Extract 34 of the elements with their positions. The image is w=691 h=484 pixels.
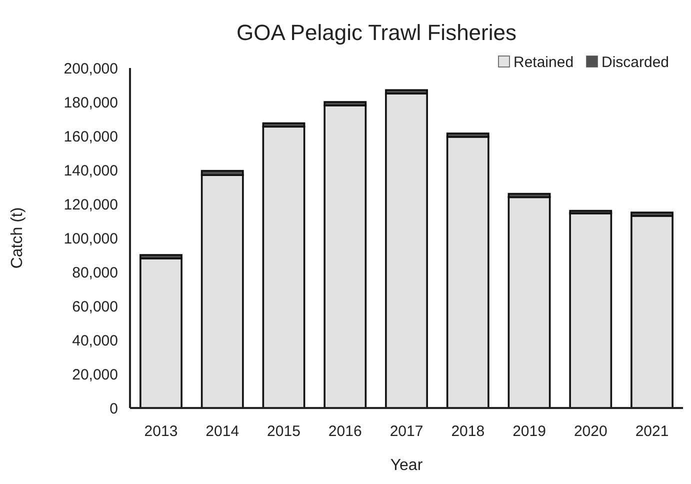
x-tick-label: 2020 xyxy=(574,423,608,440)
y-tick-label: 140,000 xyxy=(64,162,118,180)
bar xyxy=(324,104,367,409)
bar xyxy=(385,92,428,409)
bar xyxy=(508,196,551,409)
y-tick-label: 200,000 xyxy=(64,60,118,78)
x-tick-label: 2015 xyxy=(267,423,300,440)
x-axis-title: Year xyxy=(390,457,424,474)
bar xyxy=(446,136,490,409)
x-tick-label: 2013 xyxy=(144,423,178,440)
y-tick-label: 120,000 xyxy=(64,196,118,214)
y-tick-label: 20,000 xyxy=(72,366,118,384)
bar xyxy=(630,215,674,409)
x-tick-label: 2021 xyxy=(635,423,669,440)
chart-title: GOA Pelagic Trawl Fisheries xyxy=(236,20,516,45)
bar xyxy=(140,258,182,409)
y-tick-label: 180,000 xyxy=(64,94,118,112)
y-tick-label: 100,000 xyxy=(64,230,118,248)
legend-label: Retained xyxy=(514,54,574,71)
y-tick-label: 40,000 xyxy=(72,332,118,350)
y-axis-title: Catch (t) xyxy=(9,207,26,269)
y-tick-label: 80,000 xyxy=(72,264,118,282)
bar xyxy=(569,212,612,409)
bar xyxy=(200,174,244,409)
x-tick-label: 2014 xyxy=(206,423,240,440)
x-tick-label: 2018 xyxy=(451,423,485,440)
legend-label: Discarded xyxy=(602,54,670,71)
x-tick-label: 2017 xyxy=(390,423,424,440)
x-tick-label: 2019 xyxy=(512,423,546,440)
y-tick-label: 0 xyxy=(110,400,118,418)
bar xyxy=(262,126,306,409)
y-tick-label: 160,000 xyxy=(64,128,118,146)
x-tick-label: 2016 xyxy=(328,423,362,440)
y-tick-label: 60,000 xyxy=(72,298,118,316)
